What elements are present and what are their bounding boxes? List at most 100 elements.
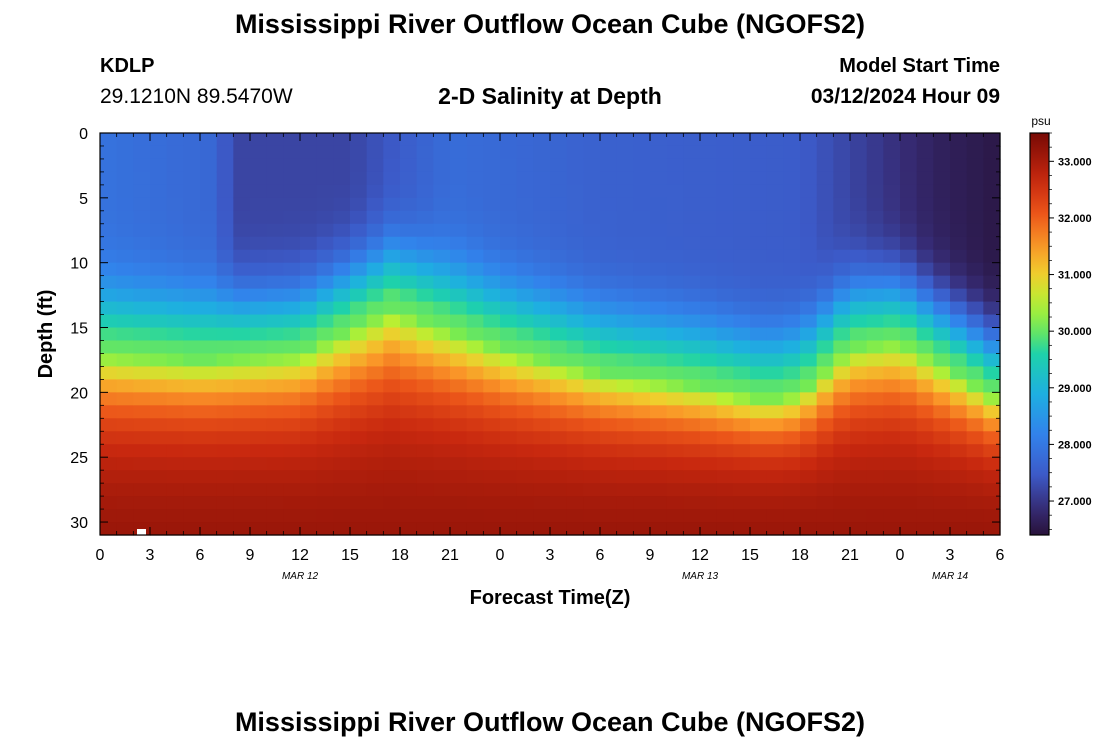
heatmap-cell bbox=[466, 431, 484, 445]
heatmap-cell bbox=[283, 483, 301, 497]
heatmap-cell bbox=[233, 275, 251, 290]
heatmap-cell bbox=[466, 184, 484, 199]
heatmap-cell bbox=[266, 379, 284, 393]
heatmap-cell bbox=[200, 158, 218, 173]
heatmap-cell bbox=[300, 509, 318, 523]
heatmap-cell bbox=[750, 145, 768, 160]
heatmap-cell bbox=[866, 184, 884, 199]
heatmap-cell bbox=[666, 353, 684, 368]
heatmap-cell bbox=[483, 236, 501, 251]
heatmap-cell bbox=[733, 171, 751, 186]
heatmap-cell bbox=[916, 496, 934, 510]
heatmap-cell bbox=[150, 353, 168, 368]
heatmap-cell bbox=[416, 133, 434, 147]
heatmap-cell bbox=[683, 353, 701, 368]
heatmap-cell bbox=[183, 509, 201, 523]
heatmap-cell bbox=[866, 236, 884, 251]
heatmap-cell bbox=[250, 314, 268, 329]
heatmap-cell bbox=[800, 301, 818, 316]
heatmap-cell bbox=[233, 379, 251, 393]
heatmap-cell bbox=[100, 379, 118, 393]
heatmap-cell bbox=[766, 197, 784, 212]
heatmap-cell bbox=[833, 262, 851, 277]
heatmap-cell bbox=[966, 431, 984, 445]
heatmap-cell bbox=[550, 301, 568, 316]
heatmap-cell bbox=[633, 483, 651, 497]
heatmap-cell bbox=[550, 327, 568, 342]
heatmap-cell bbox=[566, 392, 584, 406]
heatmap-cell bbox=[416, 184, 434, 199]
heatmap-cell bbox=[450, 392, 468, 406]
heatmap-cell bbox=[150, 483, 168, 497]
colorbar-tick-label: 28.000 bbox=[1058, 439, 1092, 451]
heatmap-cell bbox=[566, 197, 584, 212]
heatmap-cell bbox=[133, 314, 151, 329]
heatmap-cell bbox=[366, 145, 384, 160]
heatmap-cell bbox=[950, 262, 968, 277]
heatmap-cell bbox=[900, 236, 918, 251]
heatmap-cell bbox=[716, 392, 734, 406]
heatmap-cell bbox=[500, 470, 518, 484]
heatmap-cell bbox=[300, 314, 318, 329]
heatmap-cell bbox=[350, 262, 368, 277]
heatmap-cell bbox=[866, 327, 884, 342]
heatmap-cell bbox=[666, 145, 684, 160]
heatmap-cell bbox=[116, 210, 134, 225]
heatmap-cell bbox=[416, 314, 434, 329]
heatmap-cell bbox=[716, 184, 734, 199]
heatmap-cell bbox=[833, 301, 851, 316]
heatmap-cell bbox=[916, 431, 934, 445]
heatmap-cell bbox=[366, 197, 384, 212]
heatmap-cell bbox=[850, 444, 868, 458]
heatmap-cell bbox=[250, 301, 268, 316]
heatmap-cell bbox=[866, 470, 884, 484]
heatmap-cell bbox=[633, 379, 651, 393]
heatmap-cell bbox=[816, 418, 834, 432]
heatmap-cell bbox=[583, 444, 601, 458]
heatmap-cell bbox=[750, 496, 768, 510]
heatmap-cell bbox=[283, 496, 301, 510]
heatmap-cell bbox=[733, 184, 751, 199]
heatmap-cell bbox=[733, 210, 751, 225]
heatmap-cell bbox=[100, 158, 118, 173]
heatmap-cell bbox=[800, 210, 818, 225]
heatmap-cell bbox=[616, 171, 634, 186]
heatmap-cell bbox=[616, 133, 634, 147]
heatmap-cell bbox=[933, 275, 951, 290]
heatmap-cell bbox=[350, 301, 368, 316]
heatmap-cell bbox=[583, 470, 601, 484]
heatmap-cell bbox=[433, 288, 451, 303]
heatmap-cell bbox=[316, 327, 334, 342]
heatmap-cell bbox=[550, 249, 568, 264]
heatmap-cell bbox=[466, 366, 484, 380]
heatmap-cell bbox=[416, 158, 434, 173]
heatmap-cell bbox=[866, 249, 884, 264]
colorbar-tick-label: 27.000 bbox=[1058, 496, 1092, 508]
heatmap-cell bbox=[150, 457, 168, 471]
heatmap-cell bbox=[850, 133, 868, 147]
heatmap-cell bbox=[500, 379, 518, 393]
heatmap-cell bbox=[466, 197, 484, 212]
heatmap-cell bbox=[933, 262, 951, 277]
heatmap-cell bbox=[233, 327, 251, 342]
heatmap-cell bbox=[116, 431, 134, 445]
heatmap-cell bbox=[450, 470, 468, 484]
heatmap-cell bbox=[166, 340, 184, 355]
heatmap-cell bbox=[583, 249, 601, 264]
heatmap-cell bbox=[533, 327, 551, 342]
heatmap-cell bbox=[283, 431, 301, 445]
heatmap-cell bbox=[833, 210, 851, 225]
heatmap-cell bbox=[500, 327, 518, 342]
heatmap-cell bbox=[233, 314, 251, 329]
heatmap-cell bbox=[200, 145, 218, 160]
heatmap-cell bbox=[233, 418, 251, 432]
heatmap-cell bbox=[333, 353, 351, 368]
heatmap-cell bbox=[700, 133, 718, 147]
heatmap-cell bbox=[266, 262, 284, 277]
heatmap-cell bbox=[200, 418, 218, 432]
heatmap-cell bbox=[616, 457, 634, 471]
heatmap-cell bbox=[616, 301, 634, 316]
heatmap-cell bbox=[883, 275, 901, 290]
footer-title: Mississippi River Outflow Ocean Cube (NG… bbox=[234, 707, 866, 737]
heatmap-cell bbox=[350, 431, 368, 445]
